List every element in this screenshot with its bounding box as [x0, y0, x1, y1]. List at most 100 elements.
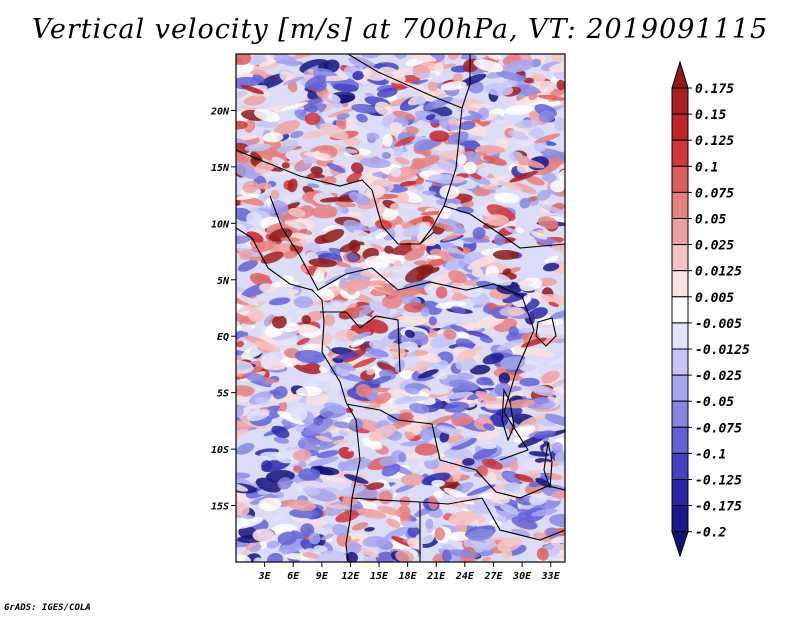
field-cell — [524, 175, 545, 186]
field-cell — [300, 264, 309, 273]
field-cell — [448, 436, 473, 448]
field-cell — [301, 315, 312, 325]
field-cell — [280, 237, 301, 242]
field-cell — [523, 77, 535, 84]
field-cell — [253, 109, 280, 122]
field-cell — [244, 119, 256, 133]
field-cell — [536, 547, 549, 561]
field-cell — [544, 255, 559, 263]
field-cell — [503, 482, 521, 492]
field-cell — [254, 340, 281, 352]
field-cell — [445, 258, 462, 272]
field-cell — [533, 430, 556, 439]
field-cell — [386, 308, 406, 318]
field-cell — [242, 180, 259, 193]
field-cell — [261, 460, 273, 471]
field-cell — [445, 391, 473, 400]
field-cell — [381, 239, 403, 249]
field-cell — [482, 184, 500, 190]
field-cell — [255, 120, 280, 128]
field-cell — [549, 63, 565, 73]
field-cell — [324, 274, 344, 285]
field-cell — [321, 229, 345, 243]
field-cell — [554, 338, 565, 344]
field-cell — [352, 331, 372, 340]
field-cell — [427, 81, 438, 91]
field-cell — [290, 407, 308, 421]
field-cell — [298, 460, 307, 468]
lat-label: 15N — [211, 163, 230, 174]
field-cell — [300, 523, 315, 537]
field-cell — [456, 107, 466, 113]
grads-credit: GrADS: IGES/COLA — [4, 603, 91, 613]
field-cell — [272, 315, 287, 329]
field-cell — [426, 255, 442, 260]
field-cell — [346, 211, 362, 217]
field-cell — [452, 470, 461, 482]
field-cell — [554, 117, 565, 131]
field-cell — [364, 527, 375, 532]
field-cell — [535, 477, 552, 488]
field-cell — [335, 510, 360, 523]
field-cell — [522, 461, 540, 472]
border-zambia — [475, 469, 565, 499]
field-cell — [236, 385, 255, 398]
field-cell — [334, 360, 356, 371]
field-cell — [289, 508, 320, 519]
border-nigeria-cameroon — [269, 195, 347, 291]
field-cell — [259, 283, 277, 294]
field-cell — [375, 219, 392, 230]
field-cell — [429, 388, 450, 395]
field-cell — [282, 76, 305, 86]
field-cell — [495, 70, 526, 82]
lon-label: 30E — [512, 571, 532, 582]
field-cell — [287, 178, 298, 193]
field-cell — [416, 138, 442, 152]
field-cell — [554, 450, 565, 465]
field-cell — [529, 307, 548, 319]
lon-label: 18E — [399, 571, 418, 582]
field-cell — [332, 301, 343, 307]
field-cell — [467, 255, 496, 270]
field-cell — [237, 301, 266, 313]
field-cell — [246, 409, 270, 422]
field-cell — [434, 62, 444, 73]
field-cell — [302, 486, 321, 496]
field-cell — [260, 451, 288, 461]
field-cell — [405, 387, 420, 395]
field-cell — [463, 161, 477, 175]
colorbar-label: -0.075 — [695, 421, 742, 436]
field-cell — [236, 472, 251, 480]
field-cell — [404, 329, 415, 338]
field-cell — [459, 73, 487, 87]
lat-label: 10S — [211, 445, 229, 456]
field-cell — [353, 229, 374, 241]
field-cell — [257, 73, 288, 90]
field-cell — [405, 431, 415, 440]
lake-tanganyika — [501, 387, 515, 442]
field-cell — [288, 499, 317, 511]
field-cell — [482, 353, 504, 365]
field-cell — [361, 437, 383, 450]
field-cell — [280, 193, 303, 203]
field-cell — [481, 556, 492, 562]
field-cell — [351, 103, 379, 114]
field-cell — [346, 172, 363, 184]
field-cell — [280, 275, 294, 284]
field-cell — [498, 372, 511, 385]
field-cell — [382, 133, 393, 147]
field-cell — [432, 463, 458, 475]
field-cell — [271, 305, 289, 317]
colorbar-label: 0.005 — [695, 291, 734, 306]
field-cell — [448, 379, 479, 391]
field-cell — [236, 293, 259, 306]
field-cell — [320, 176, 337, 186]
field-cell — [304, 75, 327, 90]
field-cell — [267, 405, 280, 411]
field-cell — [323, 402, 347, 414]
field-cell — [434, 527, 446, 541]
field-cell — [320, 533, 334, 541]
field-cell — [236, 554, 252, 562]
field-cell — [548, 376, 565, 388]
field-cell — [395, 483, 416, 493]
